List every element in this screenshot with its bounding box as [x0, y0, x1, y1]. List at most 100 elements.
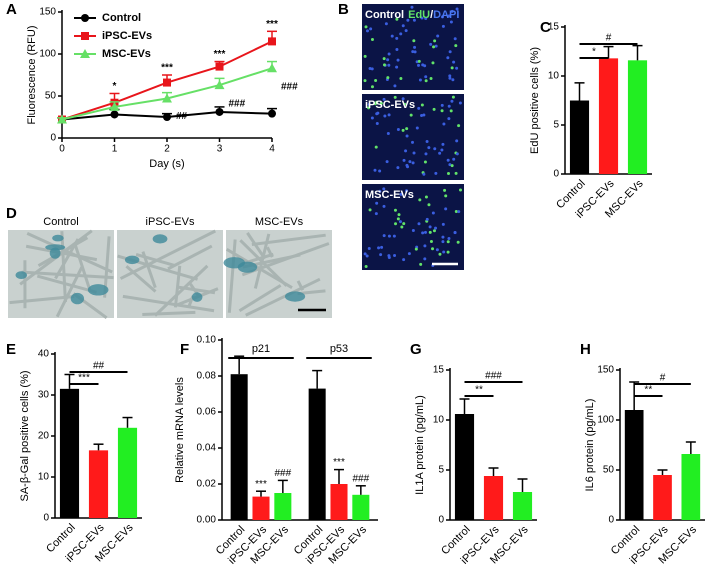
- point: [110, 110, 119, 119]
- nucleus: [447, 117, 451, 121]
- y-axis-label: EdU positive cells (%): [529, 47, 541, 154]
- nucleus: [370, 67, 374, 71]
- nucleus: [393, 95, 397, 99]
- bar: [483, 476, 504, 520]
- significance: ***: [78, 373, 90, 384]
- nucleus: [374, 145, 378, 149]
- significance: ***: [333, 457, 345, 468]
- significance: #: [606, 33, 612, 44]
- nucleus: [382, 63, 386, 67]
- stain-label: EdU: [408, 9, 430, 21]
- panel-letter: A: [6, 1, 17, 18]
- nucleus: [446, 240, 450, 244]
- y-tick-label: 40: [38, 349, 50, 360]
- nucleus: [402, 258, 406, 262]
- y-axis-label: IL6 protein (pg/mL): [584, 399, 596, 492]
- nucleus: [382, 204, 386, 208]
- nucleus: [386, 132, 390, 136]
- cell: [21, 270, 114, 280]
- nucleus: [453, 231, 457, 235]
- nucleus: [441, 235, 445, 239]
- bar: [117, 427, 138, 518]
- image-label: MSC-EVs: [255, 216, 304, 228]
- significance: ##: [176, 111, 188, 122]
- bar: [330, 484, 348, 520]
- error-bar: [234, 355, 245, 375]
- cell: [142, 310, 196, 317]
- bar: [308, 388, 326, 520]
- nucleus: [370, 116, 374, 120]
- cell: [54, 238, 80, 280]
- stained-cell: [87, 284, 109, 296]
- point: [57, 114, 67, 124]
- y-tick-label: 15: [548, 22, 560, 33]
- nucleus: [404, 149, 408, 153]
- nucleus: [441, 15, 445, 19]
- cell: [9, 295, 75, 305]
- bar: [252, 496, 270, 520]
- nucleus: [370, 38, 374, 42]
- bar: [624, 410, 644, 520]
- nucleus: [455, 152, 459, 156]
- error-bar: [632, 44, 643, 61]
- nucleus: [409, 113, 413, 117]
- nucleus: [363, 252, 367, 256]
- micrograph: [362, 4, 464, 90]
- nucleus: [448, 74, 452, 78]
- nucleus: [412, 39, 416, 43]
- nucleus: [424, 195, 428, 199]
- error-bar: [488, 467, 499, 476]
- x-tick-label: 3: [217, 144, 223, 155]
- x-tick-label: 2: [164, 144, 170, 155]
- stained-cell: [52, 234, 64, 242]
- point: [268, 37, 276, 46]
- nucleus: [417, 222, 421, 226]
- y-tick-label: 0: [553, 169, 559, 180]
- stained-cell: [70, 292, 85, 305]
- y-tick-label: 15: [433, 365, 445, 376]
- nucleus: [432, 229, 436, 233]
- nucleus: [420, 103, 424, 107]
- nucleus: [436, 34, 440, 38]
- panel-letter: B: [338, 1, 349, 18]
- nucleus: [429, 240, 433, 244]
- nucleus: [429, 42, 433, 46]
- nucleus: [417, 106, 421, 110]
- nucleus: [446, 56, 450, 60]
- nucleus: [365, 254, 369, 258]
- y-tick-label: 5: [553, 120, 559, 131]
- nucleus: [423, 244, 427, 248]
- y-tick-label: 0: [43, 513, 49, 524]
- nucleus: [401, 128, 405, 132]
- nucleus: [379, 253, 383, 257]
- nucleus: [382, 187, 386, 191]
- nucleus: [402, 222, 406, 226]
- bar: [627, 60, 648, 174]
- nucleus: [448, 163, 452, 167]
- point: [109, 101, 120, 111]
- nucleus: [424, 79, 428, 83]
- error-bar: [277, 479, 288, 493]
- nucleus: [370, 85, 374, 89]
- bar: [59, 388, 80, 518]
- stain-label: /: [430, 9, 433, 21]
- y-axis-label: IL1A protein (pg/mL): [414, 395, 426, 495]
- nucleus: [427, 146, 431, 150]
- nucleus: [441, 240, 445, 244]
- panel-letter: F: [180, 341, 189, 358]
- significance: ***: [214, 49, 226, 60]
- y-tick-label: 150: [597, 365, 614, 376]
- nucleus: [379, 101, 383, 105]
- nucleus: [395, 65, 399, 69]
- bar: [681, 454, 701, 520]
- error-bar: [256, 490, 266, 497]
- nucleus: [454, 44, 458, 48]
- nucleus: [406, 18, 410, 22]
- nucleus: [393, 84, 397, 88]
- y-tick-label: 100: [39, 49, 56, 60]
- nucleus: [446, 172, 450, 176]
- y-tick-label: 5: [438, 465, 444, 476]
- nucleus: [384, 22, 388, 26]
- nucleus: [447, 14, 451, 18]
- nucleus: [432, 45, 436, 49]
